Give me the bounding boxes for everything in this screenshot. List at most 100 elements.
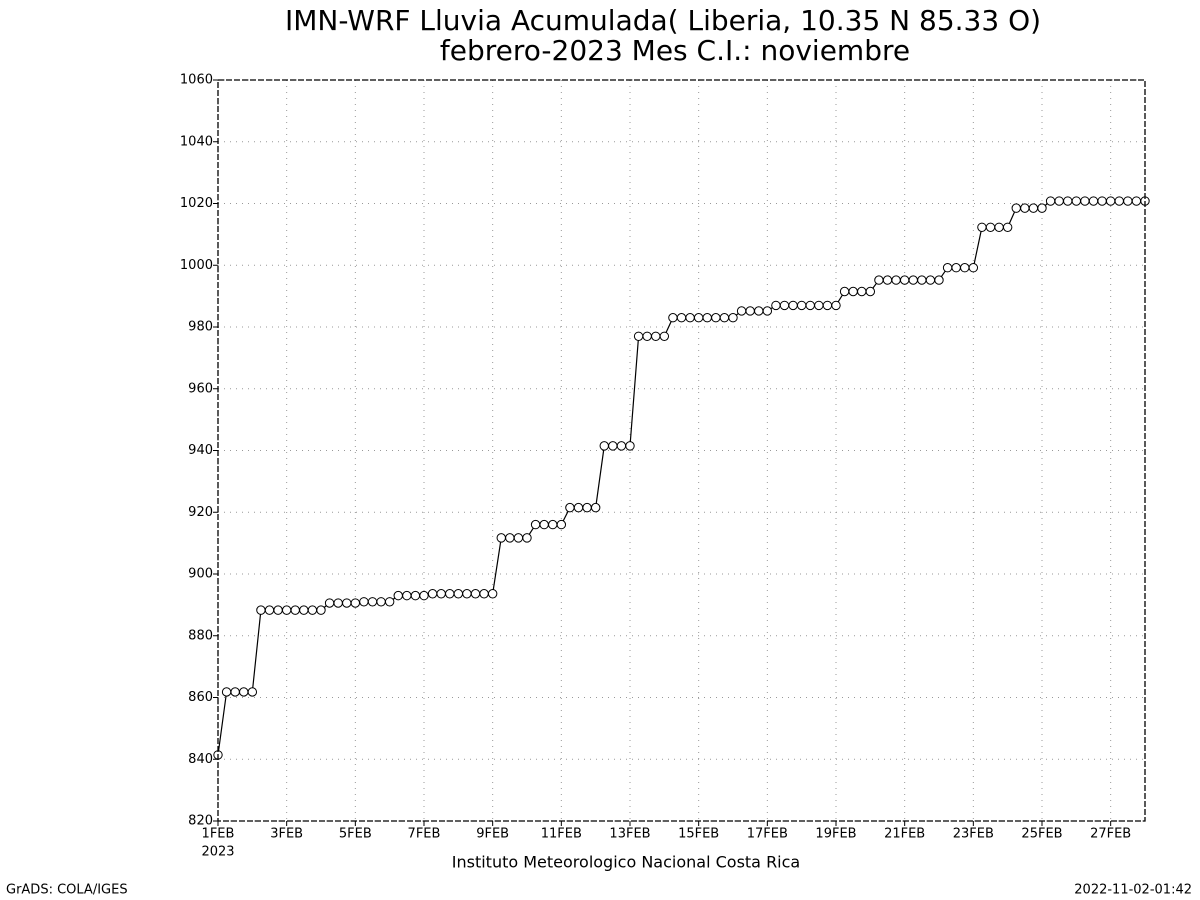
data-point [676, 313, 687, 323]
y-tick-label: 900 [188, 567, 213, 582]
data-point [865, 286, 876, 297]
data-point [1011, 203, 1021, 213]
data-point [960, 263, 970, 273]
data-point [367, 597, 378, 607]
x-tick-label: 7FEB [408, 827, 441, 842]
data-point [496, 533, 506, 543]
x-tick-label: 19FEB [815, 827, 856, 842]
x-tick-label: 13FEB [609, 827, 650, 842]
data-point [513, 533, 524, 543]
data-point [831, 300, 841, 311]
data-point [1071, 196, 1082, 206]
data-point [350, 598, 361, 608]
data-point [839, 286, 850, 297]
data-point [299, 605, 309, 615]
data-point [771, 300, 781, 311]
data-point [796, 300, 807, 311]
data-point [384, 597, 395, 607]
data-point [762, 306, 773, 316]
data-point [754, 306, 764, 316]
data-point [1105, 196, 1116, 206]
data-point [436, 589, 446, 599]
y-tick-label: 960 [188, 381, 213, 396]
data-point [256, 605, 266, 615]
data-point [625, 441, 635, 451]
data-point [779, 300, 790, 311]
y-tick-label: 820 [188, 814, 213, 829]
data-point [693, 313, 704, 323]
x-tick-label: 25FEB [1021, 827, 1062, 842]
data-point [642, 331, 652, 341]
data-point [462, 589, 472, 599]
data-point [239, 687, 249, 697]
data-point [1028, 203, 1039, 213]
data-point [659, 331, 670, 341]
data-point [445, 589, 455, 599]
data-point [556, 519, 567, 530]
data-point [410, 590, 421, 601]
y-tick-label: 1040 [180, 134, 213, 149]
data-point [539, 519, 549, 530]
x-tick-label: 3FEB [270, 827, 303, 842]
data-point [376, 597, 386, 607]
data-point [230, 687, 240, 697]
data-point [530, 519, 541, 530]
x-tick-label: 27FEB [1090, 827, 1131, 842]
data-point [934, 275, 944, 285]
footer: Instituto Meteorologico Nacional Costa R… [452, 853, 800, 872]
data-point [874, 275, 884, 285]
data-point [333, 598, 343, 608]
x-tick-label: 21FEB [884, 827, 925, 842]
data-point [908, 275, 918, 285]
data-point [590, 502, 601, 513]
data-point [711, 313, 721, 323]
data-point [608, 441, 618, 451]
chart-subtitle: febrero-2023 Mes C.I.: noviembre [440, 34, 910, 67]
data-point [616, 441, 627, 451]
data-point [427, 589, 438, 599]
data-point [599, 441, 609, 451]
data-point [505, 533, 515, 543]
data-point [977, 222, 987, 232]
data-point [685, 313, 695, 323]
plot [213, 196, 1150, 760]
data-point [917, 275, 927, 285]
data-point [548, 519, 558, 530]
x-tick-label: 9FEB [476, 827, 509, 842]
data-point [857, 286, 867, 297]
y-tick-label: 840 [188, 752, 213, 767]
x-tick-label: 23FEB [953, 827, 994, 842]
data-point [1088, 196, 1099, 206]
data-point [736, 306, 747, 316]
data-point [651, 331, 661, 341]
data-point [1114, 196, 1124, 206]
data-point [402, 590, 412, 601]
x-tick-label: 1FEB [202, 827, 235, 842]
data-point [745, 306, 755, 316]
data-point [565, 502, 575, 513]
data-point [891, 275, 901, 285]
data-point [316, 605, 326, 615]
data-point [968, 263, 979, 273]
data-point [985, 222, 996, 232]
y-tick-label: 920 [188, 505, 213, 520]
data-point [719, 313, 730, 323]
data-point [994, 222, 1004, 232]
data-point [822, 300, 833, 311]
data-point [882, 275, 893, 285]
data-point [814, 300, 824, 311]
data-point [582, 502, 592, 513]
data-point [359, 597, 369, 607]
data-point [728, 313, 738, 323]
data-point [1037, 203, 1047, 213]
y-tick-label: 860 [188, 690, 213, 705]
data-point [1080, 196, 1090, 206]
x-tick-label: 15FEB [678, 827, 719, 842]
x-tick-label: 17FEB [747, 827, 788, 842]
x-year-label: 2023 [201, 845, 234, 860]
data-point [470, 589, 481, 599]
data-point [342, 598, 352, 608]
data-point [848, 286, 858, 297]
data-point [264, 605, 275, 615]
